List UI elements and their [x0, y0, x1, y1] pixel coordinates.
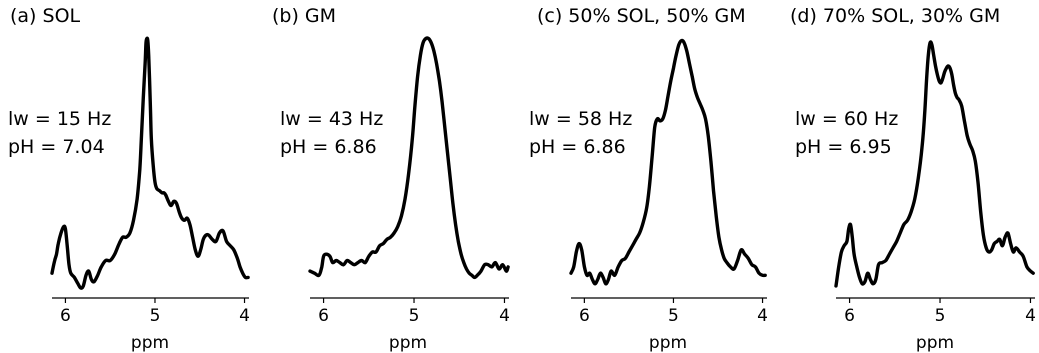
panel-title: (b) GM: [272, 5, 336, 27]
spectrum-line: [308, 36, 510, 280]
linewidth-annotation: lw = 15 Hz: [8, 108, 111, 130]
linewidth-annotation: lw = 60 Hz: [795, 108, 898, 130]
x-tick-label: 5: [150, 306, 161, 326]
x-tick-label: 6: [844, 306, 855, 326]
plot-area: 6 5 4: [308, 36, 510, 326]
panel-title: (c) 50% SOL, 50% GM: [537, 5, 746, 27]
x-tick-label: 4: [499, 306, 510, 326]
x-axis-label: ppm: [916, 333, 954, 353]
spectrum-line: [50, 36, 250, 290]
x-tick-label: 5: [668, 306, 679, 326]
plot-area: 6 5 4: [834, 40, 1036, 326]
ph-annotation: pH = 6.86: [529, 136, 626, 158]
ph-annotation: pH = 6.86: [280, 136, 377, 158]
panel-title: (a) SOL: [10, 5, 81, 27]
spectrum-line: [569, 38, 767, 286]
plot-area: 6 5 4: [569, 38, 768, 326]
spectrum-line: [834, 40, 1035, 288]
panel-title: (d) 70% SOL, 30% GM: [790, 5, 1000, 27]
x-axis-label: ppm: [389, 333, 427, 353]
plot-area: 6 5 4: [50, 36, 250, 326]
x-tick-label: 4: [239, 306, 250, 326]
x-axis-label: ppm: [649, 333, 687, 353]
ph-annotation: pH = 6.95: [795, 136, 892, 158]
x-tick-label: 6: [579, 306, 590, 326]
x-tick-label: 6: [60, 306, 71, 326]
panel-a: (a) SOL lw = 15 Hz pH = 7.04 6 5 4 ppm: [8, 5, 250, 353]
ph-annotation: pH = 7.04: [8, 136, 105, 158]
x-tick-label: 6: [318, 306, 329, 326]
linewidth-annotation: lw = 43 Hz: [280, 108, 383, 130]
x-tick-label: 5: [935, 306, 946, 326]
linewidth-annotation: lw = 58 Hz: [529, 108, 632, 130]
panel-b: (b) GM lw = 43 Hz pH = 6.86 6 5 4 ppm: [272, 5, 510, 353]
x-tick-label: 5: [409, 306, 420, 326]
panel-c: (c) 50% SOL, 50% GM lw = 58 Hz pH = 6.86…: [529, 5, 768, 353]
x-tick-label: 4: [757, 306, 768, 326]
x-tick-label: 4: [1025, 306, 1036, 326]
panel-d: (d) 70% SOL, 30% GM lw = 60 Hz pH = 6.95…: [790, 5, 1036, 353]
x-axis-label: ppm: [131, 333, 169, 353]
